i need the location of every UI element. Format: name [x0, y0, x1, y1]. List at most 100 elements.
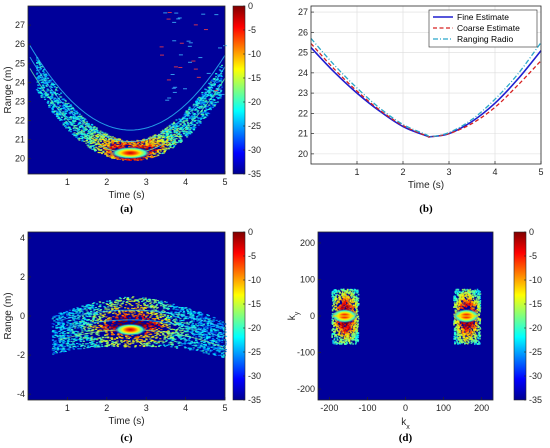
panel-c-heat-cell — [83, 347, 86, 349]
panel-c-heat-cell — [159, 338, 162, 340]
panel-c-heat-cell — [53, 315, 56, 317]
panel-a-heat-cell — [76, 113, 79, 115]
panel-c-heat-cell — [205, 330, 209, 332]
panel-a-heat-cell — [199, 122, 202, 124]
panel-c-heat-cell — [122, 340, 125, 343]
panel-c-heat-cell — [143, 306, 147, 309]
panel-c-heat-cell — [68, 312, 71, 314]
panel-c-heat-cell — [127, 299, 130, 301]
panel-c-heat-cell — [148, 345, 151, 347]
panel-a-heat-cell — [150, 143, 153, 145]
panel-c-heat-cell — [82, 343, 85, 345]
panel-c-heat-cell — [124, 343, 127, 345]
panel-c-heat-cell — [159, 344, 162, 346]
panel-c-heat-cell — [133, 341, 136, 343]
panel-c-heat-cell — [199, 350, 202, 352]
panel-a-heat-cell — [98, 139, 101, 141]
panel-c-heat-cell — [72, 340, 76, 342]
panel-c-heat-cell — [104, 334, 107, 336]
panel-c-heat-cell — [176, 332, 179, 334]
panel-c-heat-cell — [104, 307, 107, 309]
panel-c-heat-cell — [201, 313, 204, 315]
panel-c-heat-cell — [126, 345, 129, 347]
panel-a-heat-cell — [99, 146, 102, 148]
panel-c-heat-cell — [59, 345, 62, 347]
panel-c-heat-cell — [207, 333, 211, 335]
panel-a-heat-cell — [97, 148, 100, 150]
panel-a-heat-cell — [91, 124, 94, 126]
panel-c-heat-cell — [197, 315, 200, 317]
panel-c-heat-cell — [110, 326, 113, 328]
panel-a-heat-cell — [182, 120, 185, 122]
panel-c-heat-cell — [56, 326, 59, 328]
panel-c-heat-cell — [162, 325, 166, 328]
panel-c-heat-cell — [175, 322, 178, 324]
panel-a-heat-cell — [125, 158, 128, 160]
panel-c-heat-cell — [113, 345, 116, 347]
panel-c-heat-cell — [126, 313, 129, 315]
panel-c-heat-cell — [208, 336, 211, 338]
panel-a-heat-cell — [42, 95, 45, 97]
panel-c-heat-cell — [167, 335, 170, 337]
panel-a-heat-cell — [69, 104, 72, 106]
panel-a-heat-cell — [178, 139, 181, 142]
panel-c-heat-cell — [168, 316, 171, 319]
panel-c-heat-cell — [52, 349, 56, 351]
panel-a-heat-cell — [87, 130, 90, 133]
panel-c-heat-cell — [185, 339, 188, 341]
panel-a-heat-cell — [205, 101, 208, 103]
panel-a-speckle — [188, 61, 193, 63]
panel-c-heat-cell — [199, 338, 202, 340]
panel-c-heat-cell — [116, 317, 119, 319]
panel-a-heat-cell — [83, 136, 86, 138]
panel-c-heat-cell — [154, 306, 157, 308]
panel-c-heat-cell — [141, 300, 144, 303]
panel-c-heat-cell — [125, 320, 128, 323]
panel-c-heat-cell — [155, 328, 158, 331]
panel-c-heat-cell — [99, 316, 102, 318]
panel-a-heat-cell — [50, 95, 53, 97]
panel-a-heat-cell — [77, 128, 80, 130]
panel-c-energy-band — [59, 319, 224, 338]
panel-c-heat-cell — [110, 303, 113, 305]
panel-c-heat-cell — [72, 317, 75, 319]
panel-c-heat-cell — [154, 299, 157, 301]
panel-a-ytick-label: 26 — [15, 39, 25, 49]
panel-c-heat-cell — [130, 307, 134, 309]
panel-b-xlabel: Time (s) — [408, 180, 444, 191]
panel-c-heat-cell — [189, 328, 192, 330]
panel-c-heat-cell — [155, 343, 158, 345]
panel-a-heat-cell — [75, 132, 78, 135]
panel-c-heat-cell — [53, 352, 57, 354]
panel-a-heat-cell — [51, 96, 54, 98]
panel-c-heat-cell — [130, 310, 134, 312]
panel-a-heat-cell — [74, 129, 77, 131]
panel-c-heat-cell — [149, 305, 153, 307]
panel-c-heat-cell — [123, 315, 126, 317]
panel-a-speckle — [186, 40, 191, 42]
panel-a-heat-cell — [169, 146, 172, 149]
panel-c-heat-cell — [202, 346, 205, 348]
panel-a-heat-cell — [170, 132, 173, 134]
panel-c-ytick-label: 2 — [20, 272, 25, 282]
panel-a-heat-cell — [161, 138, 164, 141]
panel-c-heat-cell — [59, 348, 62, 350]
panel-a-heat-cell — [193, 103, 196, 105]
panel-c-heat-cell — [58, 322, 61, 324]
panel-c-heat-cell — [88, 346, 91, 349]
panel-a-heat-cell — [66, 122, 69, 125]
panel-c-heat-cell — [63, 330, 66, 333]
panel-a-heat-cell — [169, 124, 172, 126]
panel-c-heat-cell — [103, 306, 106, 308]
panel-c-heat-cell — [119, 300, 122, 302]
panel-c-heat-cell — [124, 313, 127, 315]
panel-a-heat-cell — [189, 116, 192, 118]
panel-c-heat-cell — [68, 339, 71, 341]
panel-c-heat-cell — [57, 322, 60, 325]
panel-c-heat-cell — [114, 299, 117, 301]
panel-a-heat-cell — [88, 123, 91, 125]
panel-c-heat-cell — [183, 339, 186, 341]
panel-a-heat-cell — [108, 142, 111, 144]
panel-c-heat-cell — [100, 344, 103, 346]
panel-c-heat-cell — [56, 347, 59, 349]
